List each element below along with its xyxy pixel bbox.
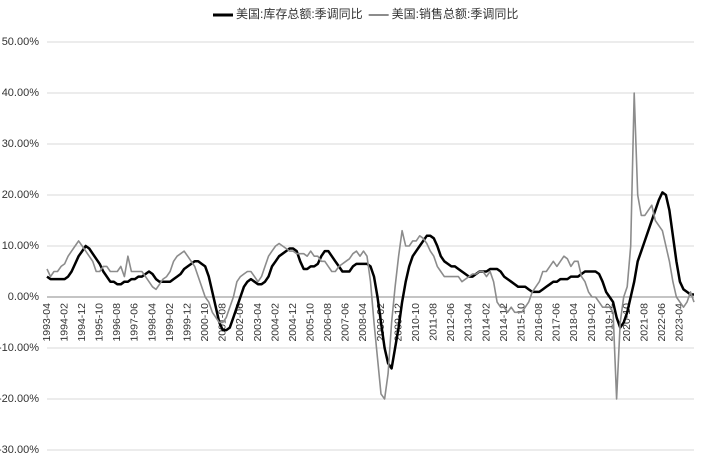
- x-tick-label: 1993-04: [41, 303, 53, 342]
- series-line: [46, 92, 695, 400]
- y-tick-label: 0.00%: [8, 291, 39, 303]
- y-tick-label: 20.00%: [2, 189, 40, 201]
- x-tick-label: 2016-08: [533, 303, 545, 342]
- y-tick-label: -20.00%: [0, 393, 39, 405]
- x-tick-label: 2017-06: [551, 303, 563, 342]
- x-tick-label: 1998-04: [146, 303, 158, 342]
- x-tick-label: 2012-06: [445, 303, 457, 342]
- y-tick-label: 10.00%: [2, 240, 40, 252]
- x-tick-label: 2021-08: [639, 303, 651, 342]
- x-tick-label: 2018-04: [568, 303, 580, 342]
- x-tick-label: 2004-12: [287, 303, 299, 342]
- x-tick-label: 1995-10: [94, 303, 106, 342]
- y-tick-label: 50.00%: [2, 36, 40, 48]
- x-tick-label: 2014-02: [480, 303, 492, 342]
- x-tick-label: 2006-08: [322, 303, 334, 342]
- x-tick-label: 2020-10: [621, 303, 633, 342]
- x-tick-label: 2008-04: [357, 303, 369, 342]
- x-tick-label: 2011-08: [428, 303, 440, 341]
- legend-label: 美国:库存总额:季调同比: [236, 6, 363, 21]
- x-tick-label: 2007-06: [340, 303, 352, 342]
- x-tick-label: 2019-02: [586, 303, 598, 342]
- x-tick-label: 2014-12: [498, 303, 510, 342]
- x-tick-label: 2005-10: [305, 303, 317, 342]
- x-tick-label: 1999-02: [164, 303, 176, 342]
- x-tick-label: 2002-06: [234, 303, 246, 342]
- series-line: [46, 191, 694, 370]
- y-tick-label: -30.00%: [0, 444, 39, 456]
- x-tick-label: 2023-04: [674, 303, 686, 342]
- x-tick-label: 2003-04: [252, 303, 264, 342]
- x-tick-label: 1994-02: [58, 303, 70, 342]
- x-tick-label: 1994-12: [76, 303, 88, 342]
- x-tick-label: 2013-04: [463, 303, 475, 342]
- x-tick-label: 1997-06: [129, 303, 141, 342]
- x-tick-label: 2022-06: [656, 303, 668, 342]
- y-tick-label: 30.00%: [2, 138, 40, 150]
- y-tick-label: -10.00%: [0, 342, 39, 354]
- x-tick-label: 2010-10: [410, 303, 422, 342]
- x-tick-label: 1996-08: [111, 303, 123, 342]
- x-tick-label: 2015-10: [515, 303, 527, 342]
- y-tick-label: 40.00%: [2, 87, 40, 99]
- x-tick-label: 2004-02: [269, 303, 281, 342]
- legend-label: 美国:销售总额:季调同比: [392, 6, 519, 21]
- x-tick-label: 2000-10: [199, 303, 211, 342]
- x-tick-label: 1999-12: [181, 303, 193, 342]
